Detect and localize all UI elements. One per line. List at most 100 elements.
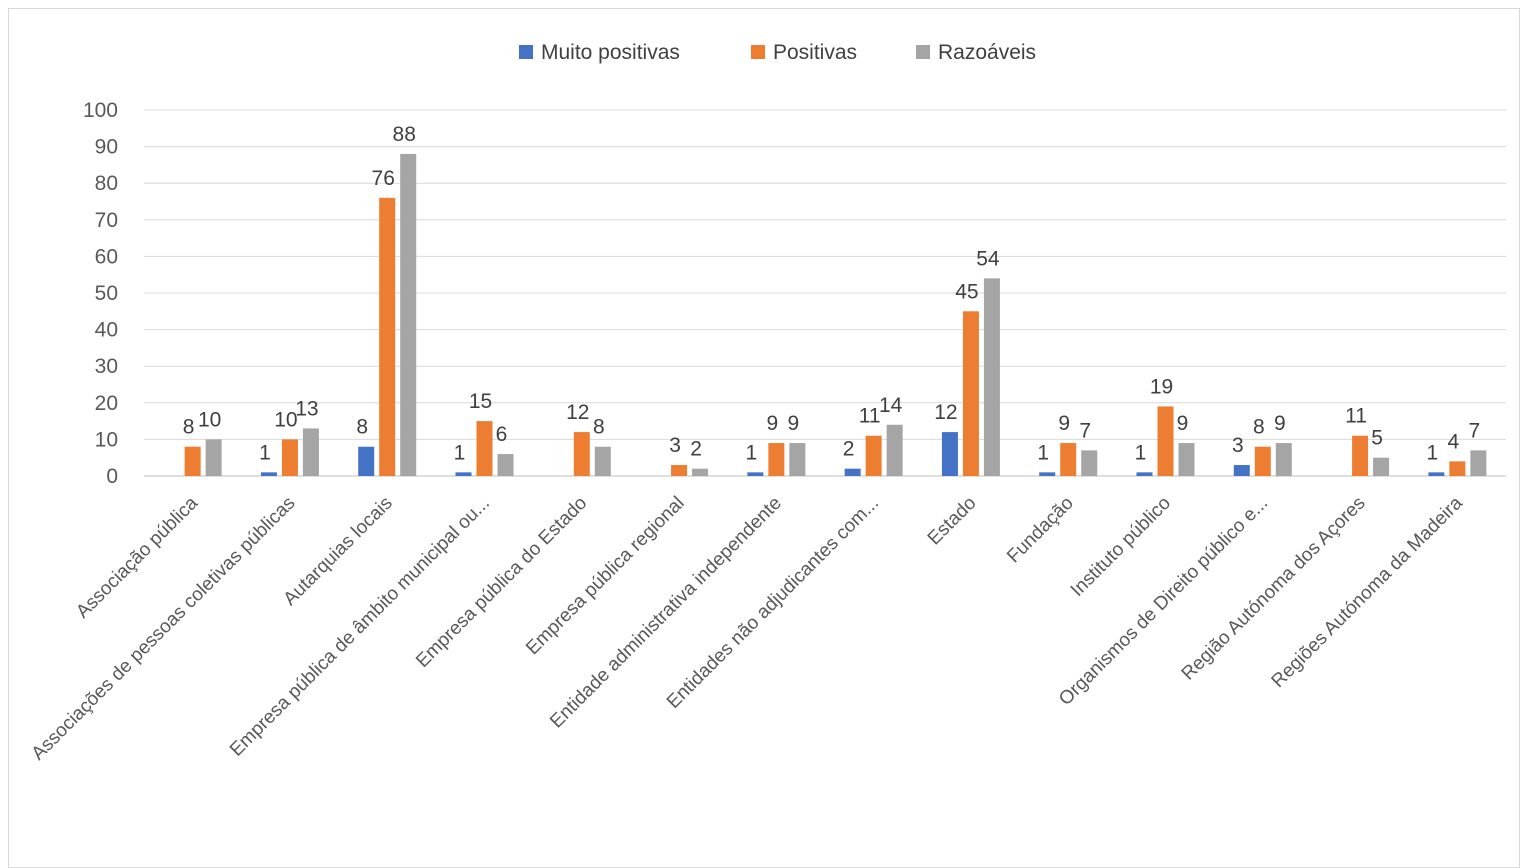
bar-muito-positivas bbox=[260, 472, 277, 476]
legend-swatch bbox=[916, 45, 930, 59]
y-tick-label: 90 bbox=[95, 136, 118, 159]
legend-swatch bbox=[519, 45, 533, 59]
data-label: 8 bbox=[356, 416, 368, 439]
data-label: 5 bbox=[1371, 427, 1383, 450]
y-tick-label: 20 bbox=[95, 392, 118, 415]
bar-razoáveis bbox=[886, 424, 903, 476]
data-label: 76 bbox=[372, 167, 395, 190]
bar-muito-positivas bbox=[1039, 472, 1056, 476]
data-label: 9 bbox=[767, 412, 779, 435]
bar-positivas bbox=[962, 311, 979, 476]
bar-razoáveis bbox=[1470, 450, 1487, 476]
data-label: 8 bbox=[183, 416, 195, 439]
bar-razoáveis bbox=[692, 468, 709, 476]
bar-razoáveis bbox=[1178, 443, 1195, 476]
bar-razoáveis bbox=[983, 278, 1000, 476]
data-label: 3 bbox=[1232, 434, 1244, 457]
data-label: 11 bbox=[859, 405, 881, 428]
y-tick-label: 60 bbox=[95, 245, 118, 268]
gridlines bbox=[144, 109, 1506, 477]
bar-positivas bbox=[1157, 406, 1174, 476]
bar-razoáveis bbox=[205, 439, 222, 476]
data-label: 10 bbox=[274, 408, 297, 431]
y-tick-label: 10 bbox=[95, 428, 118, 451]
bar-razoáveis bbox=[1081, 450, 1098, 476]
bar-muito-positivas bbox=[1233, 465, 1250, 476]
bar-muito-positivas bbox=[747, 472, 764, 476]
legend-label: Muito positivas bbox=[541, 41, 680, 64]
y-tick-label: 0 bbox=[106, 465, 118, 488]
data-label: 9 bbox=[1058, 412, 1070, 435]
data-label: 2 bbox=[690, 438, 702, 461]
data-label: 12 bbox=[566, 401, 589, 424]
y-tick-label: 30 bbox=[95, 355, 118, 378]
data-label: 1 bbox=[259, 441, 271, 464]
bar-razoáveis bbox=[302, 428, 319, 476]
category-label: Instituto público bbox=[1067, 493, 1175, 601]
bar-muito-positivas bbox=[844, 468, 861, 476]
data-label: 1 bbox=[454, 441, 466, 464]
bar-positivas bbox=[476, 421, 493, 476]
category-label: Entidades não adjudicantes com... bbox=[663, 493, 883, 713]
data-label: 9 bbox=[788, 412, 800, 435]
data-label: 8 bbox=[1253, 416, 1265, 439]
category-label: Fundação bbox=[1003, 493, 1078, 568]
legend-swatch bbox=[751, 45, 765, 59]
bar-positivas bbox=[184, 446, 201, 476]
y-axis-ticks: 0 10 20 30 40 50 60 70 80 90 100 bbox=[83, 99, 118, 488]
data-label: 2 bbox=[843, 438, 855, 461]
category-label: Regiões Autónoma da Madeira bbox=[1268, 492, 1468, 692]
bar-razoáveis bbox=[594, 446, 611, 476]
data-label: 54 bbox=[976, 247, 1000, 270]
data-label: 45 bbox=[955, 280, 978, 303]
category-label: Empresa pública regional bbox=[522, 493, 688, 659]
bar-positivas bbox=[281, 439, 298, 476]
bar-razoáveis bbox=[1275, 443, 1292, 476]
data-label: 1 bbox=[1037, 441, 1049, 464]
category-label: Organismos de Direito público e... bbox=[1055, 493, 1272, 710]
data-label: 14 bbox=[879, 394, 903, 417]
data-label: 1 bbox=[1427, 441, 1439, 464]
y-tick-label: 100 bbox=[83, 99, 118, 122]
y-tick-label: 80 bbox=[95, 172, 118, 195]
data-label: 9 bbox=[1274, 412, 1286, 435]
bar-razoáveis bbox=[1373, 457, 1390, 476]
data-label: 7 bbox=[1079, 419, 1091, 442]
bar-positivas bbox=[573, 432, 590, 476]
data-label: 12 bbox=[934, 401, 957, 424]
bar-razoáveis bbox=[497, 454, 514, 476]
chart-frame: 0 10 20 30 40 50 60 70 80 90 100 8 10 1 10 13 8 76 88 1 15 6… bbox=[8, 8, 1520, 868]
bar-razoáveis bbox=[400, 153, 417, 477]
bar-positivas bbox=[1352, 435, 1369, 476]
legend-label: Razoáveis bbox=[938, 41, 1036, 64]
category-label: Região Autónoma dos Açores bbox=[1178, 493, 1370, 685]
data-label: 4 bbox=[1448, 430, 1460, 453]
bar-muito-positivas bbox=[455, 472, 472, 476]
data-label: 15 bbox=[469, 390, 492, 413]
data-label: 1 bbox=[746, 441, 758, 464]
bar-muito-positivas bbox=[358, 446, 375, 476]
category-label: Estado bbox=[924, 493, 981, 550]
bar-positivas bbox=[671, 465, 688, 476]
data-label: 11 bbox=[1345, 405, 1367, 428]
data-label: 8 bbox=[593, 416, 605, 439]
bars bbox=[184, 153, 1487, 477]
data-label: 88 bbox=[393, 123, 416, 146]
category-label: Empresa pública do Estado bbox=[412, 493, 591, 672]
bar-positivas bbox=[1254, 446, 1271, 476]
data-label: 19 bbox=[1150, 375, 1173, 398]
bar-positivas bbox=[768, 443, 785, 476]
y-tick-label: 70 bbox=[95, 209, 118, 232]
y-tick-label: 40 bbox=[95, 319, 118, 342]
data-label: 7 bbox=[1469, 419, 1481, 442]
bar-positivas bbox=[865, 435, 882, 476]
bar-positivas bbox=[379, 197, 396, 476]
legend-label: Positivas bbox=[773, 41, 857, 64]
data-label: 13 bbox=[295, 397, 318, 420]
data-label: 9 bbox=[1177, 412, 1189, 435]
y-tick-label: 50 bbox=[95, 282, 118, 305]
data-label: 6 bbox=[496, 423, 508, 446]
bar-positivas bbox=[1449, 461, 1466, 476]
